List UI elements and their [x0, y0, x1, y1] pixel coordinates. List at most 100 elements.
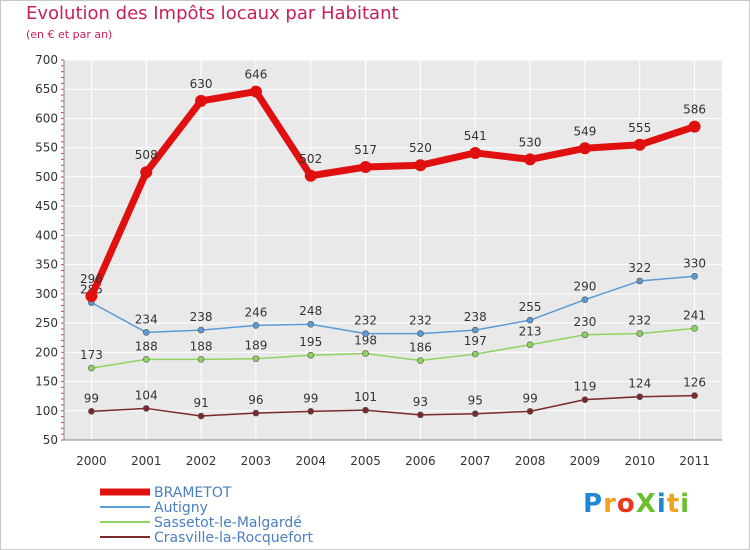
data-point	[471, 326, 479, 334]
data-label: 502	[299, 152, 322, 166]
logo-letter: o	[616, 489, 636, 519]
data-point	[469, 146, 482, 159]
y-tick-label: 200	[35, 345, 58, 359]
data-point	[471, 350, 479, 358]
data-point	[142, 356, 150, 363]
plot-background	[64, 60, 722, 440]
data-point	[252, 322, 260, 329]
x-tick-label: 2003	[241, 454, 272, 468]
data-point	[417, 330, 424, 337]
data-label: 246	[244, 305, 267, 319]
data-point	[581, 396, 589, 403]
data-label: 248	[299, 304, 322, 318]
logo-letter: X	[635, 489, 657, 519]
data-label: 255	[519, 300, 542, 314]
data-label: 541	[464, 129, 487, 143]
y-tick-label: 600	[35, 111, 58, 125]
data-label: 186	[409, 340, 432, 354]
data-label: 91	[193, 396, 208, 410]
data-point	[526, 408, 534, 415]
y-tick-label: 50	[43, 433, 58, 447]
y-tick-label: 250	[35, 316, 58, 330]
data-point	[307, 320, 315, 328]
data-point	[362, 330, 369, 337]
data-point	[197, 326, 205, 334]
data-label: 195	[299, 335, 322, 349]
legend-entry: Autigny	[154, 500, 208, 516]
data-point	[526, 316, 534, 324]
series-line	[90, 275, 696, 335]
data-label: 119	[573, 380, 596, 394]
data-point	[417, 357, 424, 364]
data-point	[691, 392, 698, 399]
data-label: 517	[354, 143, 377, 157]
data-label: 555	[628, 121, 651, 135]
data-point	[578, 142, 591, 155]
data-label: 230	[573, 315, 596, 329]
data-point	[197, 412, 205, 420]
data-point	[140, 166, 153, 179]
data-point	[307, 408, 315, 415]
x-tick-label: 2007	[460, 454, 491, 468]
proxiti-logo: ProXiti	[583, 489, 690, 519]
y-tick-label: 650	[35, 82, 58, 96]
data-label: 238	[190, 310, 213, 324]
data-point	[362, 406, 369, 414]
data-point	[362, 350, 369, 357]
data-point	[88, 408, 95, 415]
logo-letter: t	[666, 489, 681, 519]
data-label: 232	[354, 314, 377, 328]
series-line	[90, 394, 696, 417]
data-label: 520	[409, 141, 432, 155]
data-label: 173	[80, 348, 103, 362]
data-label: 188	[135, 339, 158, 353]
data-label: 630	[190, 77, 213, 91]
x-tick-label: 2008	[515, 454, 546, 468]
data-label: 586	[683, 103, 706, 117]
y-tick-label: 700	[35, 53, 58, 67]
x-tick-label: 2011	[679, 454, 710, 468]
chart-title: Evolution des Impôts locaux par Habitant	[26, 3, 399, 24]
data-label: 126	[683, 376, 706, 390]
y-tick-label: 100	[35, 404, 58, 418]
data-label: 95	[468, 394, 483, 408]
data-label: 508	[135, 148, 158, 162]
x-tick-label: 2004	[295, 454, 326, 468]
y-tick-label: 300	[35, 287, 58, 301]
logo-letter: r	[603, 489, 617, 519]
data-label: 189	[244, 339, 267, 353]
x-tick-label: 2002	[186, 454, 217, 468]
data-label: 96	[248, 393, 263, 407]
data-point	[249, 85, 262, 98]
data-point	[304, 169, 317, 182]
x-tick-label: 2005	[350, 454, 381, 468]
y-tick-label: 500	[35, 170, 58, 184]
data-point	[526, 341, 534, 349]
data-point	[636, 277, 644, 285]
data-point	[691, 325, 698, 332]
data-point	[417, 411, 424, 419]
x-tick-label: 2006	[405, 454, 436, 468]
data-point	[88, 364, 95, 372]
data-label: 232	[409, 314, 432, 328]
data-point	[633, 138, 646, 151]
data-label: 646	[244, 68, 267, 82]
chart-subtitle: (en € et par an)	[26, 28, 113, 41]
data-label: 99	[522, 391, 537, 405]
y-tick-label: 550	[35, 141, 58, 155]
data-point	[636, 393, 644, 401]
y-tick-label: 150	[35, 375, 58, 389]
logo-letter: i	[680, 489, 691, 519]
series-line	[90, 327, 696, 369]
data-point	[524, 153, 537, 166]
data-label: 330	[683, 256, 706, 270]
data-label: 213	[519, 325, 542, 339]
data-label: 197	[464, 334, 487, 348]
data-label: 104	[135, 388, 158, 402]
x-tick-label: 2010	[624, 454, 655, 468]
logo-letter: i	[656, 489, 667, 519]
data-label: 296	[80, 272, 103, 286]
data-label: 238	[464, 310, 487, 324]
data-label: 234	[135, 312, 158, 326]
data-point	[252, 409, 260, 417]
